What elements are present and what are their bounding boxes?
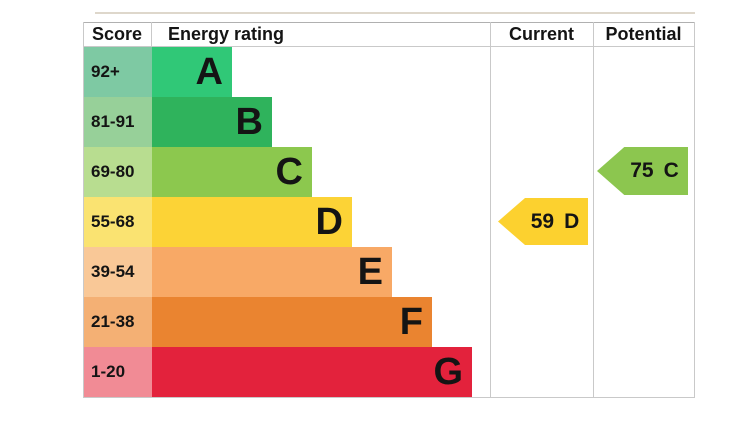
header-bottom-border — [83, 46, 695, 47]
rating-bar-g: G — [152, 347, 472, 397]
column-header-potential: Potential — [605, 24, 682, 44]
table-left-border — [83, 22, 84, 397]
table-right-border — [694, 22, 695, 397]
rating-bar-d: D — [152, 197, 352, 247]
score-range-f: 21-38 — [83, 297, 152, 347]
table-bottom-border — [83, 397, 695, 398]
top-partial-divider — [95, 12, 695, 14]
score-column-divider — [151, 22, 152, 47]
score-range-e: 39-54 — [83, 247, 152, 297]
rating-bar-b: B — [152, 97, 272, 147]
rating-bar-a: A — [152, 47, 232, 97]
potential-column-divider — [593, 22, 594, 397]
potential-rating-band: C — [663, 159, 679, 182]
current-rating-arrow: 59 D — [498, 198, 588, 245]
current-rating-value: 59 — [530, 209, 555, 233]
column-header-score: Score — [91, 24, 143, 44]
column-header-energy-rating: Energy rating — [168, 24, 285, 44]
rating-bar-c: C — [152, 147, 312, 197]
table-top-border — [83, 22, 695, 23]
potential-rating-arrow: 75 C — [597, 147, 688, 195]
score-range-g: 1-20 — [83, 347, 152, 397]
score-range-b: 81-91 — [83, 97, 152, 147]
current-column-divider — [490, 22, 491, 397]
score-range-a: 92+ — [83, 47, 152, 97]
rating-bar-e: E — [152, 247, 392, 297]
current-rating-band: D — [564, 209, 580, 233]
potential-rating-value: 75 — [630, 159, 654, 182]
score-range-d: 55-68 — [83, 197, 152, 247]
rating-bar-f: F — [152, 297, 432, 347]
column-header-current: Current — [508, 24, 574, 44]
score-range-c: 69-80 — [83, 147, 152, 197]
